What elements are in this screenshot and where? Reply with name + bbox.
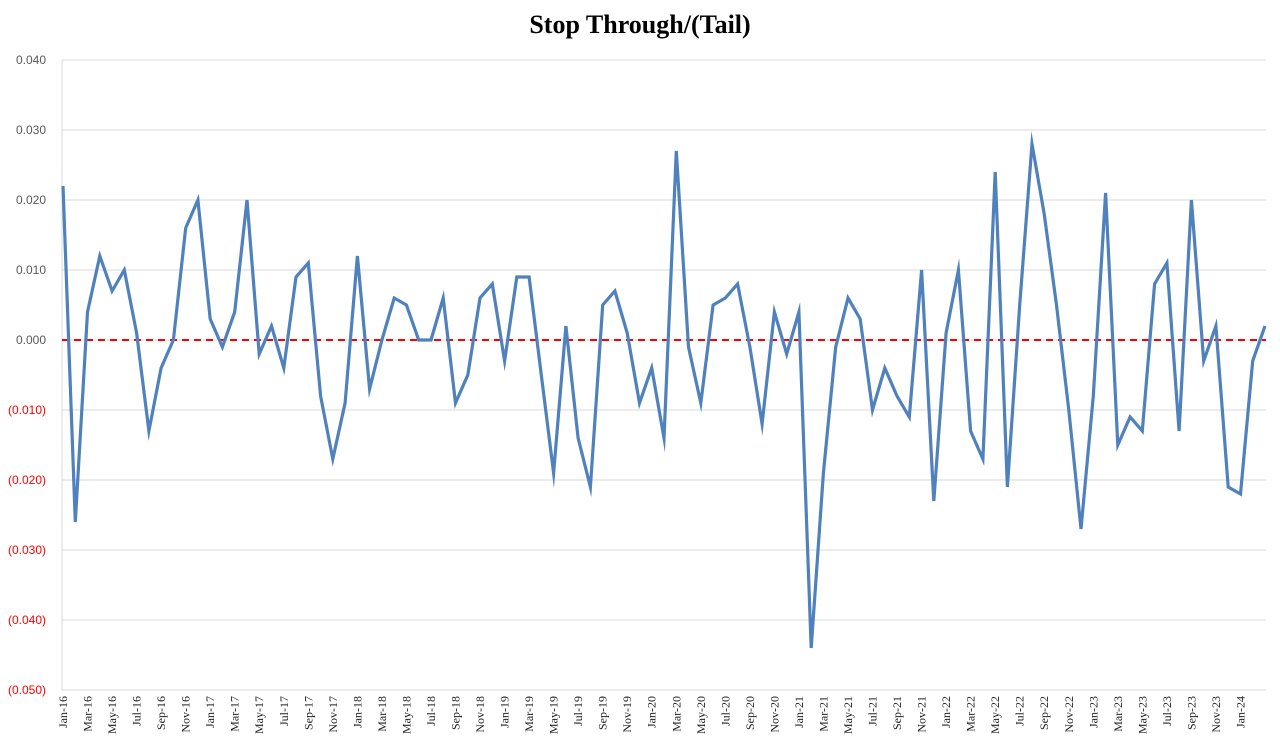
x-tick-label: Jan-16 <box>56 696 70 728</box>
x-tick-label: Jan-18 <box>350 696 364 728</box>
series-lines <box>61 131 1267 649</box>
x-tick-label: Jan-21 <box>792 696 806 728</box>
y-tick-label: (0.010) <box>8 403 46 417</box>
gridlines <box>61 59 1266 691</box>
x-tick-label: May-18 <box>399 696 413 734</box>
x-tick-label: Jul-22 <box>1013 696 1027 726</box>
x-tick-label: Nov-18 <box>473 696 487 733</box>
x-tick-label: Jul-20 <box>718 696 732 726</box>
x-tick-label: Nov-22 <box>1062 696 1076 733</box>
x-tick-label: Jul-23 <box>1160 696 1174 726</box>
y-axis-ticks: 0.040 0.030 0.020 0.010 0.000 (0.010) (0.020) (… <box>8 53 46 697</box>
x-tick-label: Sep-23 <box>1184 696 1198 730</box>
x-tick-label: May-17 <box>252 696 266 734</box>
x-tick-label: Mar-21 <box>816 696 830 732</box>
x-tick-label: Nov-21 <box>915 696 929 733</box>
x-tick-label: Mar-23 <box>1111 696 1125 732</box>
y-tick-label: (0.020) <box>8 473 46 487</box>
x-tick-label: Jul-18 <box>424 696 438 726</box>
x-tick-label: Nov-16 <box>179 696 193 733</box>
x-tick-label: Mar-22 <box>964 696 978 732</box>
x-tick-label: Jan-22 <box>939 696 953 728</box>
x-tick-label: Sep-18 <box>448 696 462 730</box>
x-tick-label: Mar-18 <box>375 696 389 732</box>
x-tick-label: Sep-22 <box>1037 696 1051 730</box>
x-tick-label: Jan-20 <box>645 696 659 728</box>
x-tick-label: May-20 <box>694 696 708 734</box>
chart-title: Stop Through/(Tail) <box>529 10 751 39</box>
x-tick-label: Jan-23 <box>1086 696 1100 728</box>
x-tick-label: Sep-19 <box>596 696 610 730</box>
x-axis-ticks: Jan-16 Mar-16 May-16 Jul-16 Sep-16 Nov-16 Jan-… <box>56 696 1247 734</box>
x-tick-label: Jul-16 <box>130 696 144 726</box>
x-tick-label: Sep-16 <box>154 696 168 730</box>
x-tick-label: Sep-17 <box>301 696 315 730</box>
y-tick-label: (0.050) <box>8 683 46 697</box>
x-tick-label: Jan-19 <box>498 696 512 728</box>
x-tick-label: Mar-19 <box>522 696 536 732</box>
x-tick-label: Nov-19 <box>620 696 634 733</box>
y-tick-label: 0.040 <box>16 53 46 67</box>
x-tick-label: May-22 <box>988 696 1002 734</box>
series-line-0 <box>61 131 1267 649</box>
x-tick-label: Nov-20 <box>767 696 781 733</box>
y-tick-label: (0.040) <box>8 613 46 627</box>
x-tick-label: Mar-16 <box>81 696 95 732</box>
y-tick-label: 0.030 <box>16 123 46 137</box>
x-tick-label: Jan-24 <box>1233 696 1247 728</box>
x-tick-label: Jul-19 <box>571 696 585 726</box>
y-tick-label: 0.020 <box>16 193 46 207</box>
x-tick-label: May-23 <box>1135 696 1149 734</box>
x-tick-label: Mar-17 <box>228 696 242 732</box>
x-tick-label: Sep-20 <box>743 696 757 730</box>
x-tick-label: Jul-21 <box>866 696 880 726</box>
x-tick-label: May-16 <box>105 696 119 734</box>
y-tick-label: 0.010 <box>16 263 46 277</box>
x-tick-label: Jul-17 <box>277 696 291 726</box>
x-tick-label: May-21 <box>841 696 855 734</box>
x-tick-label: May-19 <box>547 696 561 734</box>
x-tick-label: Sep-21 <box>890 696 904 730</box>
y-tick-label: (0.030) <box>8 543 46 557</box>
x-tick-label: Mar-20 <box>669 696 683 732</box>
x-tick-label: Jan-17 <box>203 696 217 728</box>
x-tick-label: Nov-17 <box>326 696 340 733</box>
y-tick-label: 0.000 <box>16 333 46 347</box>
x-tick-label: Nov-23 <box>1209 696 1223 733</box>
